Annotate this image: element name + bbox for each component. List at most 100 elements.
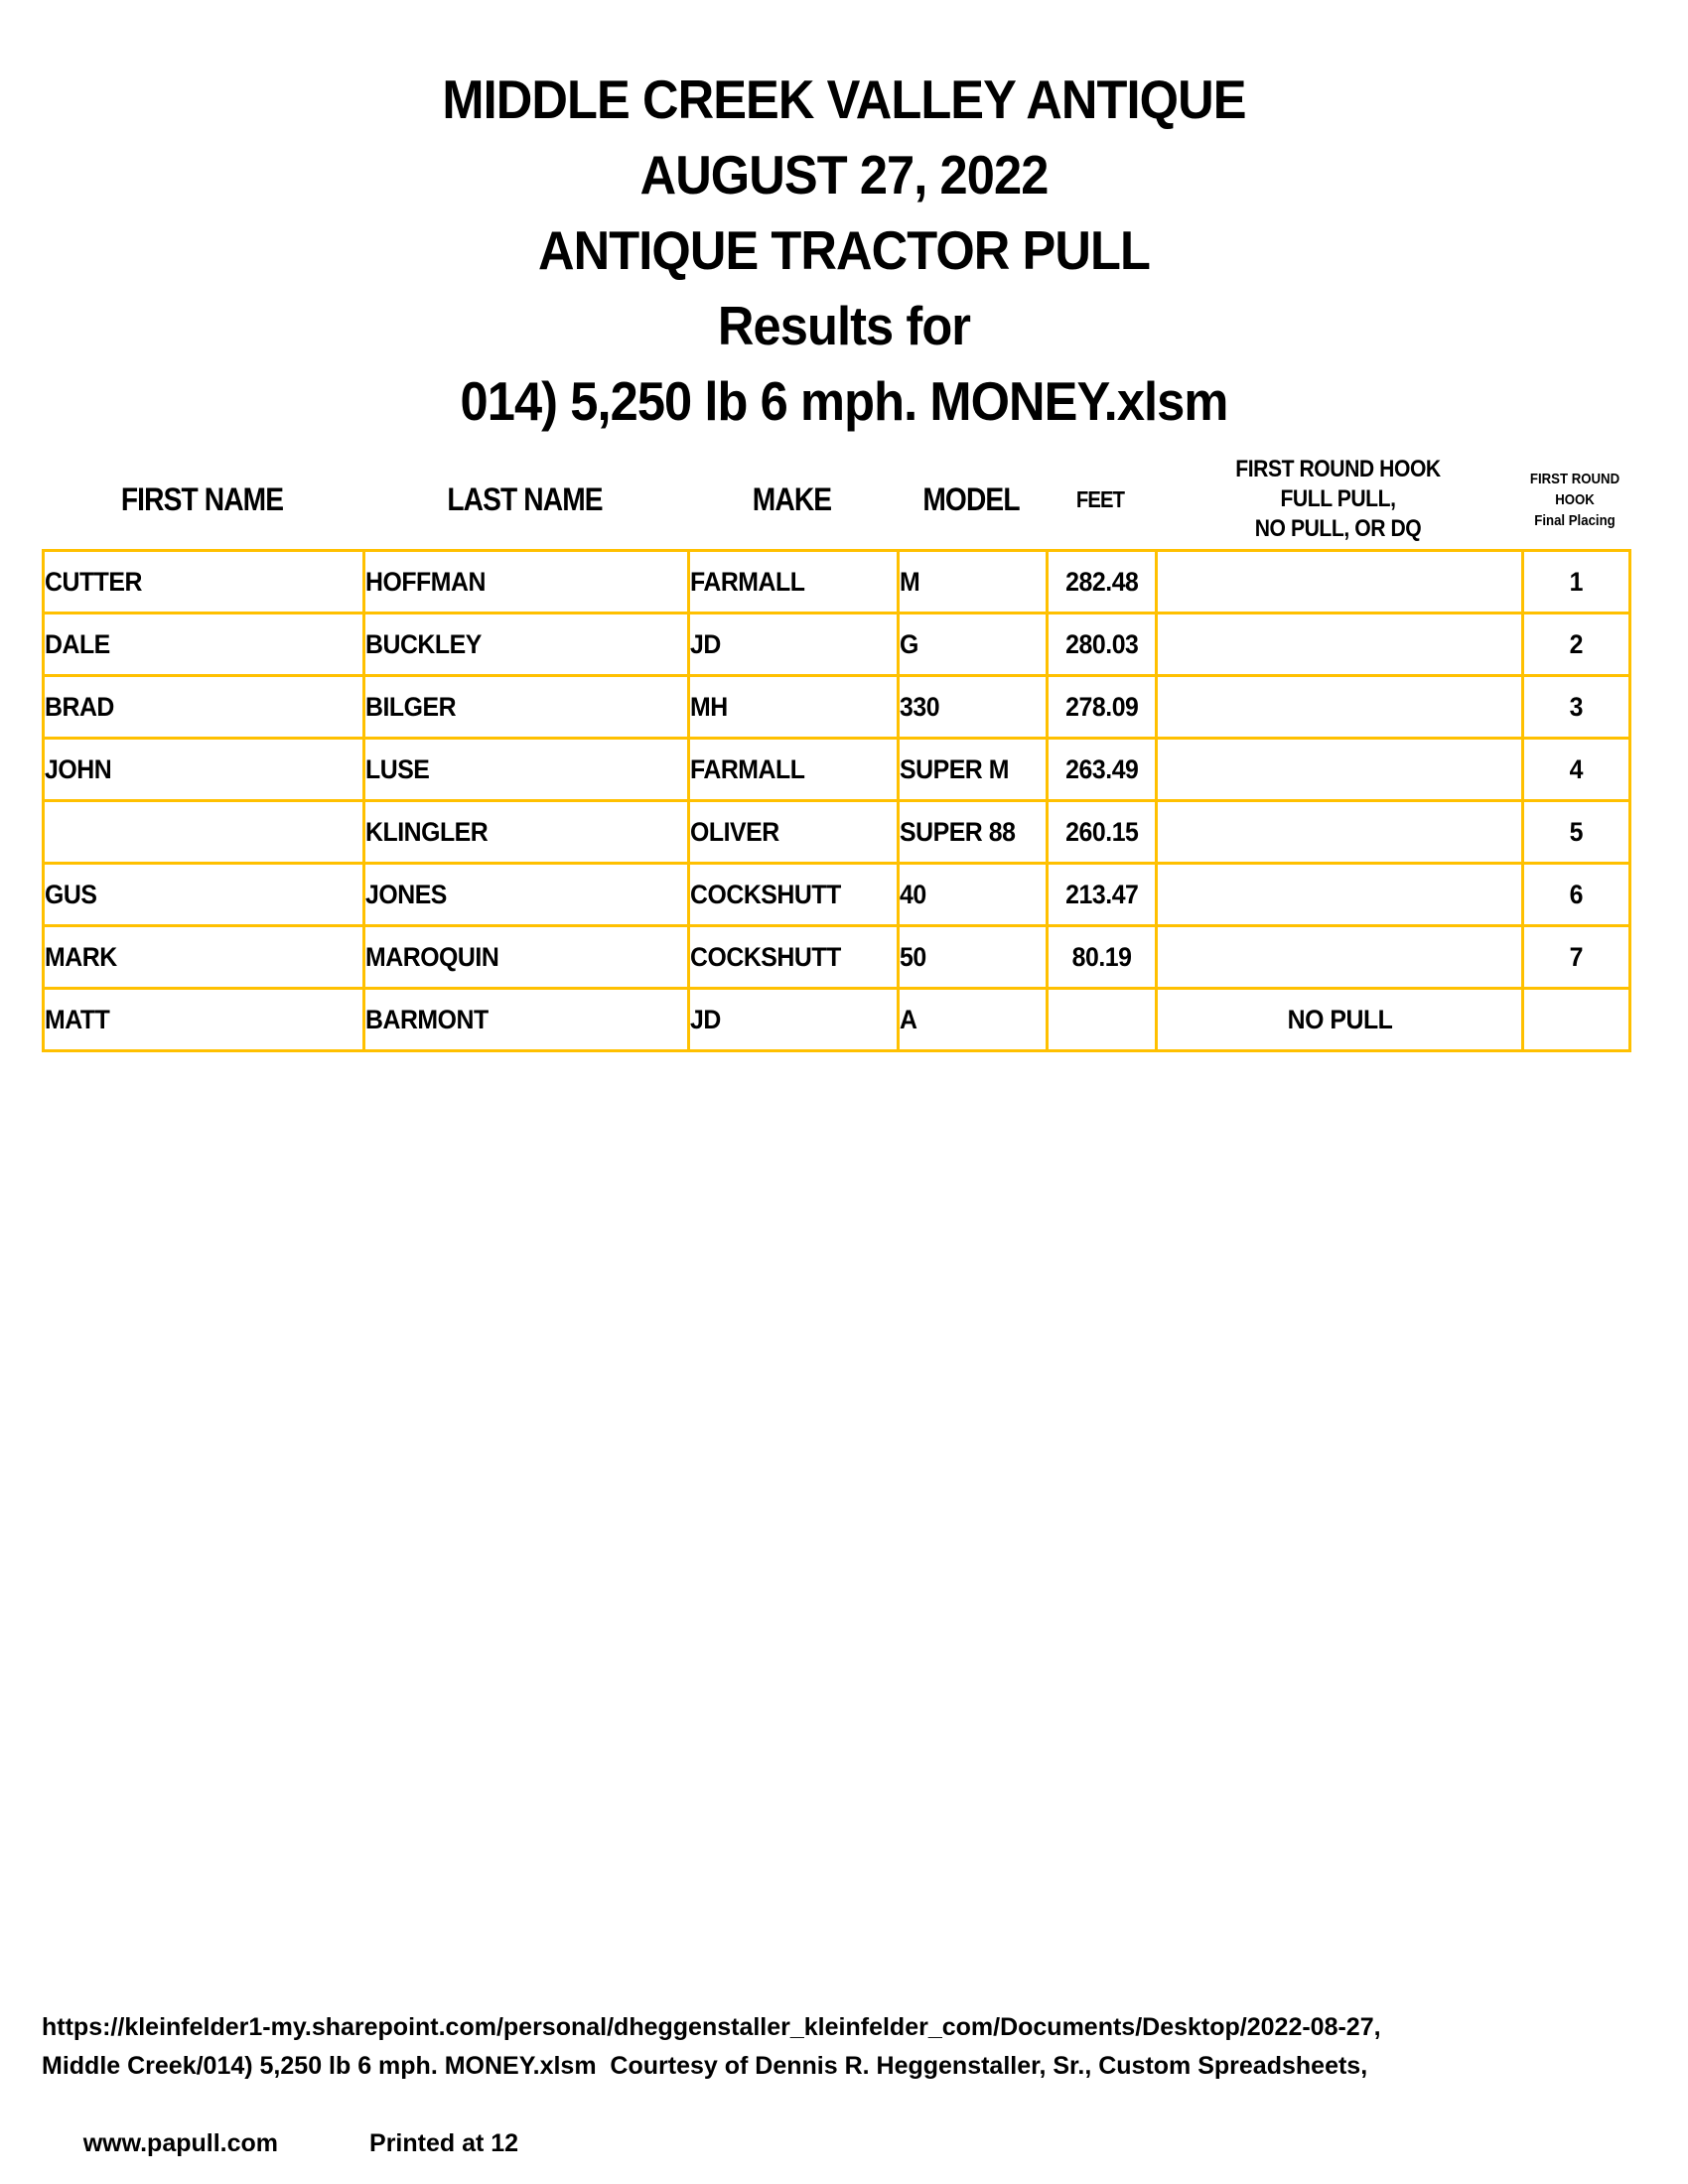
- footer-url-line: https://kleinfelder1-my.sharepoint.com/p…: [42, 2013, 1381, 2041]
- first-name-value: GUS: [45, 879, 97, 909]
- cell-feet: 278.09: [1046, 674, 1158, 740]
- last-name-value: HOFFMAN: [365, 566, 487, 597]
- table-row: MARK MAROQUIN COCKSHUTT 50 80.19 7: [42, 924, 1631, 990]
- feet-value: 280.03: [1064, 628, 1139, 659]
- model-value: M: [900, 566, 920, 597]
- results-table: CUTTER HOFFMAN FARMALL M 282.48 1 DALE B…: [42, 549, 1631, 1052]
- hook-header-line-3: NO PULL, OR DQ: [1254, 515, 1422, 542]
- feet-value: 278.09: [1064, 691, 1139, 722]
- cell-last-name: BILGER: [362, 674, 690, 740]
- cell-hook-result: [1155, 549, 1524, 614]
- col-header-final-placing: FIRST ROUND HOOK Final Placing: [1527, 469, 1621, 531]
- last-name-value: BUCKLEY: [365, 628, 483, 659]
- cell-model: SUPER M: [897, 737, 1049, 802]
- cell-placing: [1521, 987, 1631, 1052]
- cell-make: OLIVER: [687, 799, 900, 865]
- placing-header-line-1: FIRST ROUND: [1529, 470, 1620, 487]
- cell-last-name: BARMONT: [362, 987, 690, 1052]
- model-value: SUPER 88: [900, 816, 1016, 847]
- page-footer: https://kleinfelder1-my.sharepoint.com/p…: [42, 2008, 1381, 2184]
- cell-make: MH: [687, 674, 900, 740]
- col-header-model: MODEL: [922, 480, 1020, 517]
- first-name-value: DALE: [45, 628, 111, 659]
- class-file-name: 014) 5,250 lb 6 mph. MONEY.xlsm: [460, 370, 1228, 432]
- model-value: A: [900, 1004, 917, 1034]
- placing-value: 1: [1569, 566, 1584, 597]
- last-name-value: LUSE: [365, 753, 430, 784]
- feet-value: 263.49: [1064, 753, 1139, 784]
- cell-first-name: DALE: [42, 612, 365, 677]
- col-header-make-cell: MAKE: [687, 481, 897, 518]
- placing-value: 7: [1569, 941, 1584, 972]
- cell-feet: 260.15: [1046, 799, 1158, 865]
- cell-first-name: JOHN: [42, 737, 365, 802]
- cell-feet: [1046, 987, 1158, 1052]
- cell-last-name: BUCKLEY: [362, 612, 690, 677]
- col-header-placing-cell: FIRST ROUND HOOK Final Placing: [1521, 469, 1628, 531]
- col-header-model-cell: MODEL: [897, 481, 1046, 518]
- cell-first-name: BRAD: [42, 674, 365, 740]
- col-header-last-name: LAST NAME: [447, 480, 603, 517]
- cell-model: 50: [897, 924, 1049, 990]
- col-header-make: MAKE: [752, 480, 832, 517]
- model-value: 50: [900, 941, 927, 972]
- placing-header-line-3: Final Placing: [1534, 511, 1616, 529]
- cell-placing: 5: [1521, 799, 1631, 865]
- cell-hook-result: [1155, 924, 1524, 990]
- title-block: MIDDLE CREEK VALLEY ANTIQUE AUGUST 27, 2…: [0, 62, 1688, 439]
- results-for-label: Results for: [717, 295, 971, 356]
- placing-header-line-2: HOOK: [1555, 490, 1595, 508]
- cell-feet: 80.19: [1046, 924, 1158, 990]
- cell-hook-result: [1155, 799, 1524, 865]
- feet-value: 80.19: [1071, 941, 1132, 972]
- table-row: CUTTER HOFFMAN FARMALL M 282.48 1: [42, 549, 1631, 614]
- hook-header-line-2: FULL PULL,: [1280, 485, 1396, 512]
- col-header-feet: FEET: [1075, 485, 1125, 512]
- cell-make: FARMALL: [687, 549, 900, 614]
- hook-header-line-1: FIRST ROUND HOOK: [1235, 456, 1441, 482]
- cell-model: SUPER 88: [897, 799, 1049, 865]
- cell-placing: 4: [1521, 737, 1631, 802]
- footer-file-credit-line: Middle Creek/014) 5,250 lb 6 mph. MONEY.…: [42, 2052, 1368, 2080]
- cell-make: COCKSHUTT: [687, 924, 900, 990]
- footer-site-printed-line: www.papull.com Printed at 12: [42, 2086, 1381, 2184]
- cell-first-name: [42, 799, 365, 865]
- hook-value: NO PULL: [1287, 1004, 1392, 1034]
- first-name-value: JOHN: [45, 753, 112, 784]
- cell-placing: 2: [1521, 612, 1631, 677]
- make-value: FARMALL: [690, 566, 805, 597]
- placing-value: 6: [1569, 879, 1584, 909]
- model-value: SUPER M: [900, 753, 1010, 784]
- table-row: KLINGLER OLIVER SUPER 88 260.15 5: [42, 799, 1631, 865]
- event-date: AUGUST 27, 2022: [639, 144, 1050, 205]
- cell-last-name: MAROQUIN: [362, 924, 690, 990]
- col-header-first-round-hook: FIRST ROUND HOOK FULL PULL, NO PULL, OR …: [1177, 455, 1499, 544]
- table-row: JOHN LUSE FARMALL SUPER M 263.49 4: [42, 737, 1631, 802]
- last-name-value: BARMONT: [365, 1004, 490, 1034]
- footer-printed-at: Printed at 12: [369, 2129, 519, 2157]
- cell-placing: 3: [1521, 674, 1631, 740]
- make-value: COCKSHUTT: [690, 879, 842, 909]
- cell-make: FARMALL: [687, 737, 900, 802]
- first-name-value: CUTTER: [45, 566, 143, 597]
- make-value: COCKSHUTT: [690, 941, 842, 972]
- cell-model: 40: [897, 862, 1049, 927]
- last-name-value: MAROQUIN: [365, 941, 499, 972]
- model-value: 330: [900, 691, 940, 722]
- cell-make: JD: [687, 987, 900, 1052]
- make-value: OLIVER: [690, 816, 780, 847]
- placing-value: 2: [1569, 628, 1584, 659]
- cell-first-name: MARK: [42, 924, 365, 990]
- cell-feet: 213.47: [1046, 862, 1158, 927]
- first-name-value: BRAD: [45, 691, 115, 722]
- page-title: MIDDLE CREEK VALLEY ANTIQUE: [442, 68, 1246, 130]
- event-name: ANTIQUE TRACTOR PULL: [538, 219, 1151, 281]
- cell-last-name: KLINGLER: [362, 799, 690, 865]
- cell-hook-result: [1155, 862, 1524, 927]
- placing-value: 4: [1569, 753, 1584, 784]
- cell-model: G: [897, 612, 1049, 677]
- feet-value: 282.48: [1064, 566, 1139, 597]
- col-header-last-name-cell: LAST NAME: [362, 481, 687, 518]
- col-header-feet-cell: FEET: [1046, 486, 1155, 513]
